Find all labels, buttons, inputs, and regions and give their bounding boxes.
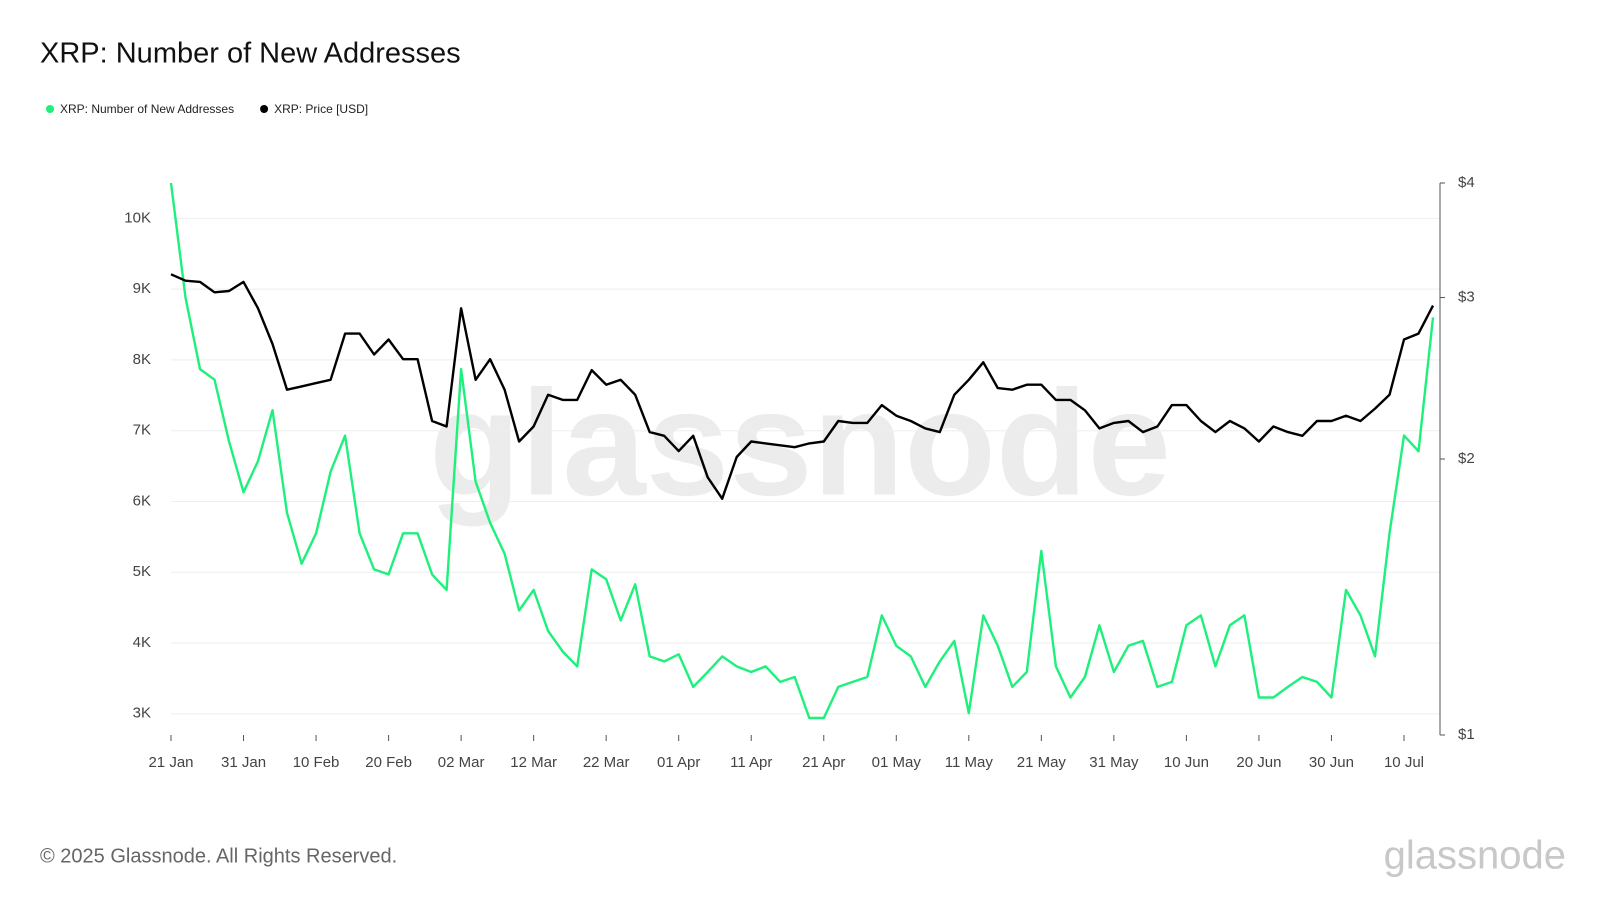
x-tick-label: 21 Apr (802, 754, 845, 771)
x-tick-label: 21 Jan (148, 754, 193, 771)
x-tick-label: 21 May (1017, 754, 1067, 771)
y-tick-label: 9K (133, 280, 151, 297)
chart-title: XRP: Number of New Addresses (40, 38, 461, 70)
x-tick-label: 31 Jan (221, 754, 266, 771)
x-tick-label: 22 Mar (583, 754, 630, 771)
y-tick-label: 5K (133, 563, 151, 580)
x-tick-label: 10 Jul (1384, 754, 1424, 771)
x-tick-label: 10 Jun (1164, 754, 1209, 771)
x-tick-label: 11 May (945, 754, 994, 771)
series-line (169, 182, 1435, 720)
x-tick-label: 01 Apr (657, 754, 700, 771)
x-tick-label: 12 Mar (510, 754, 557, 771)
y-tick-label: 10K (124, 209, 151, 226)
legend-label: XRP: Price [USD] (274, 102, 368, 116)
y2-tick-label: $1 (1458, 726, 1475, 743)
y-tick-label: 6K (133, 492, 151, 509)
y-tick-label: 3K (133, 705, 151, 722)
y2-tick-label: $4 (1458, 174, 1475, 191)
footer: © 2025 Glassnode. All Rights Reserved. (40, 845, 397, 867)
x-tick-label: 20 Jun (1236, 754, 1281, 771)
x-tick-label: 20 Feb (365, 754, 412, 771)
legend-marker (260, 105, 269, 113)
watermark: glassnode (429, 359, 1171, 527)
y2-tick-label: $2 (1458, 450, 1475, 467)
legend-label: XRP: Number of New Addresses (60, 102, 234, 116)
y-tick-label: 8K (133, 351, 151, 368)
x-tick-label: 31 May (1089, 754, 1139, 771)
logo: glassnode (1384, 834, 1566, 878)
series-line (170, 273, 1435, 500)
x-tick-label: 10 Feb (293, 754, 340, 771)
y-tick-label: 4K (133, 634, 151, 651)
x-tick-label: 30 Jun (1309, 754, 1354, 771)
y2-tick-label: $3 (1458, 289, 1475, 306)
y-tick-label: 7K (133, 422, 151, 439)
x-tick-label: 11 Apr (730, 754, 772, 771)
x-tick-label: 01 May (872, 754, 922, 771)
legend-marker (46, 105, 54, 113)
x-tick-label: 02 Mar (438, 754, 485, 771)
